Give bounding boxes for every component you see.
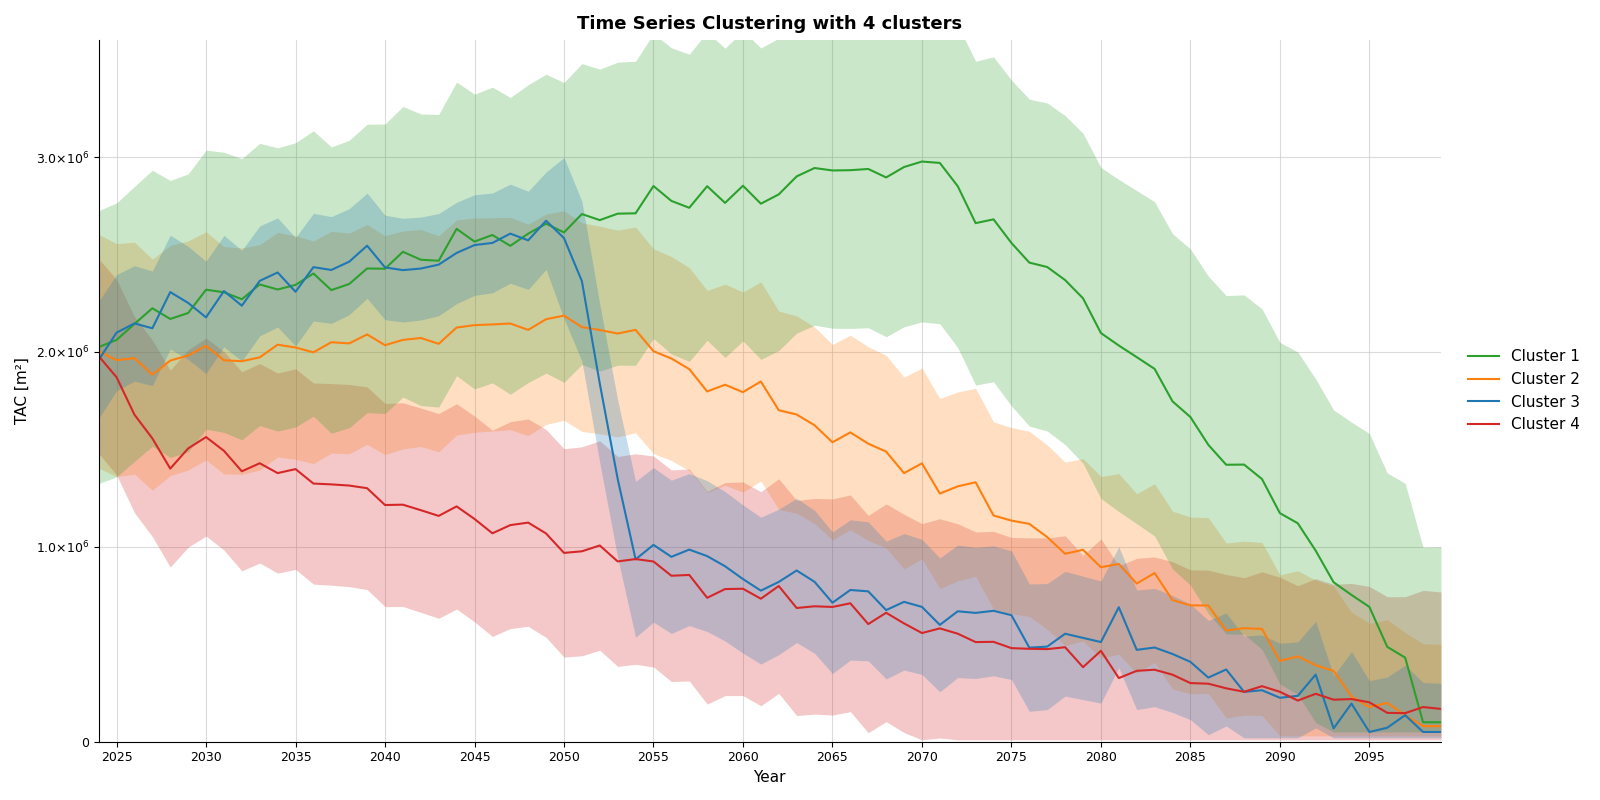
X-axis label: Year: Year [754,770,786,785]
Cluster 1 [1002,238,1021,248]
Cluster 1 [90,342,109,352]
Cluster 1 [1181,412,1200,422]
Cluster 4 [1432,704,1451,714]
Cluster 3 [536,216,555,226]
Cluster 1 [214,287,234,297]
Cluster 3 [573,276,592,286]
Cluster 1 [912,157,931,166]
Cluster 4 [949,629,968,638]
Y-axis label: TAC [m²]: TAC [m²] [14,358,30,424]
Cluster 4 [1163,670,1182,679]
Cluster 4 [554,548,573,558]
Legend: Cluster 1, Cluster 2, Cluster 3, Cluster 4: Cluster 1, Cluster 2, Cluster 3, Cluster… [1462,343,1586,438]
Cluster 4 [214,446,234,456]
Title: Time Series Clustering with 4 clusters: Time Series Clustering with 4 clusters [578,15,962,33]
Cluster 2 [1181,601,1200,610]
Line: Cluster 1: Cluster 1 [99,162,1442,722]
Cluster 1 [554,228,573,238]
Cluster 4 [1395,708,1414,718]
Cluster 3 [966,608,986,618]
Cluster 2 [966,478,986,487]
Cluster 2 [1413,722,1432,731]
Cluster 2 [1002,516,1021,526]
Cluster 3 [1432,727,1451,737]
Cluster 2 [90,346,109,356]
Cluster 3 [1360,727,1379,737]
Line: Cluster 3: Cluster 3 [99,221,1442,732]
Cluster 4 [984,637,1003,646]
Cluster 3 [1181,657,1200,666]
Cluster 4 [90,351,109,361]
Cluster 2 [1432,722,1451,731]
Line: Cluster 2: Cluster 2 [99,316,1442,726]
Cluster 2 [554,311,573,321]
Cluster 3 [90,355,109,365]
Cluster 4 [787,603,806,613]
Cluster 2 [805,421,824,430]
Cluster 3 [1002,610,1021,620]
Cluster 3 [214,286,234,296]
Cluster 1 [966,218,986,228]
Cluster 2 [214,355,234,365]
Cluster 1 [1432,718,1451,727]
Cluster 1 [1413,718,1432,727]
Cluster 1 [787,171,806,181]
Cluster 3 [805,577,824,586]
Line: Cluster 4: Cluster 4 [99,356,1442,713]
Cluster 2 [573,322,592,332]
